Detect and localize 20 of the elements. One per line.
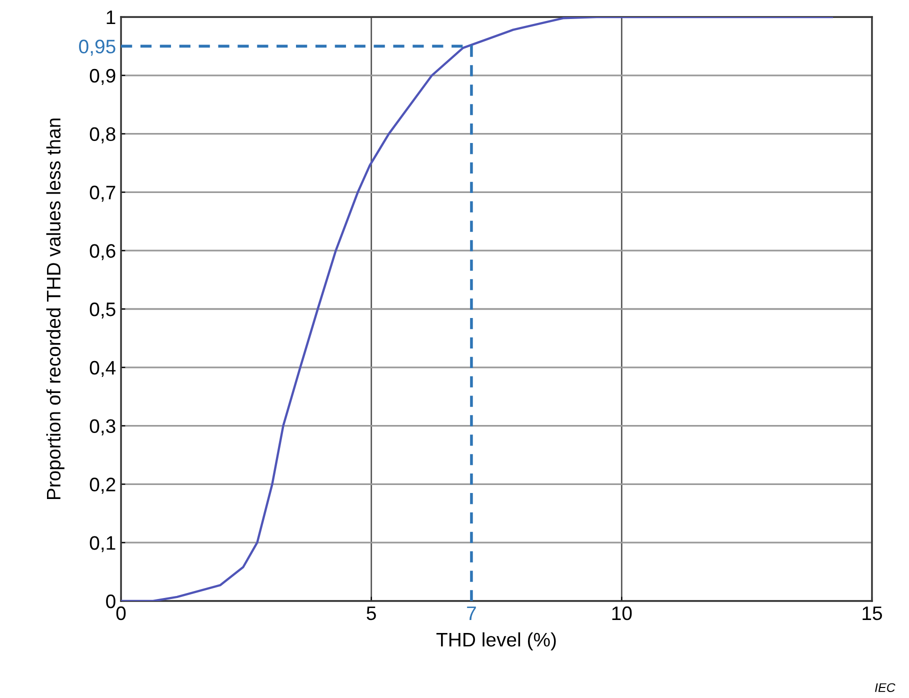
x-tick-label: 15 xyxy=(862,606,882,620)
x-axis-title: THD level (%) xyxy=(436,632,556,650)
y-tick-label: 0,8 xyxy=(90,127,116,144)
text: IEC xyxy=(875,683,896,692)
y-tick-label: 0,7 xyxy=(90,186,116,202)
y-tick-label: 0,95 xyxy=(79,40,116,56)
y-tick-label: 0,1 xyxy=(90,536,116,552)
x-tick-label: 5 xyxy=(366,606,376,620)
y-axis-title: Proportion of recorded THD values less than xyxy=(46,118,64,500)
y-tick-label: 0,9 xyxy=(90,68,116,85)
y-tick-label: 0,3 xyxy=(90,419,116,436)
x-tick-label: 0 xyxy=(116,606,126,620)
y-tick-label: 0 xyxy=(106,594,116,608)
y-tick-label: 0,5 xyxy=(90,302,116,319)
y-tick-label: 1 xyxy=(106,10,116,24)
y-tick-label: 0,4 xyxy=(90,360,116,377)
y-tick-label: 0,6 xyxy=(90,244,116,260)
x-tick-label: 7 xyxy=(467,606,476,620)
x-tick-label: 10 xyxy=(612,606,632,620)
y-tick-label: 0,2 xyxy=(90,478,116,494)
